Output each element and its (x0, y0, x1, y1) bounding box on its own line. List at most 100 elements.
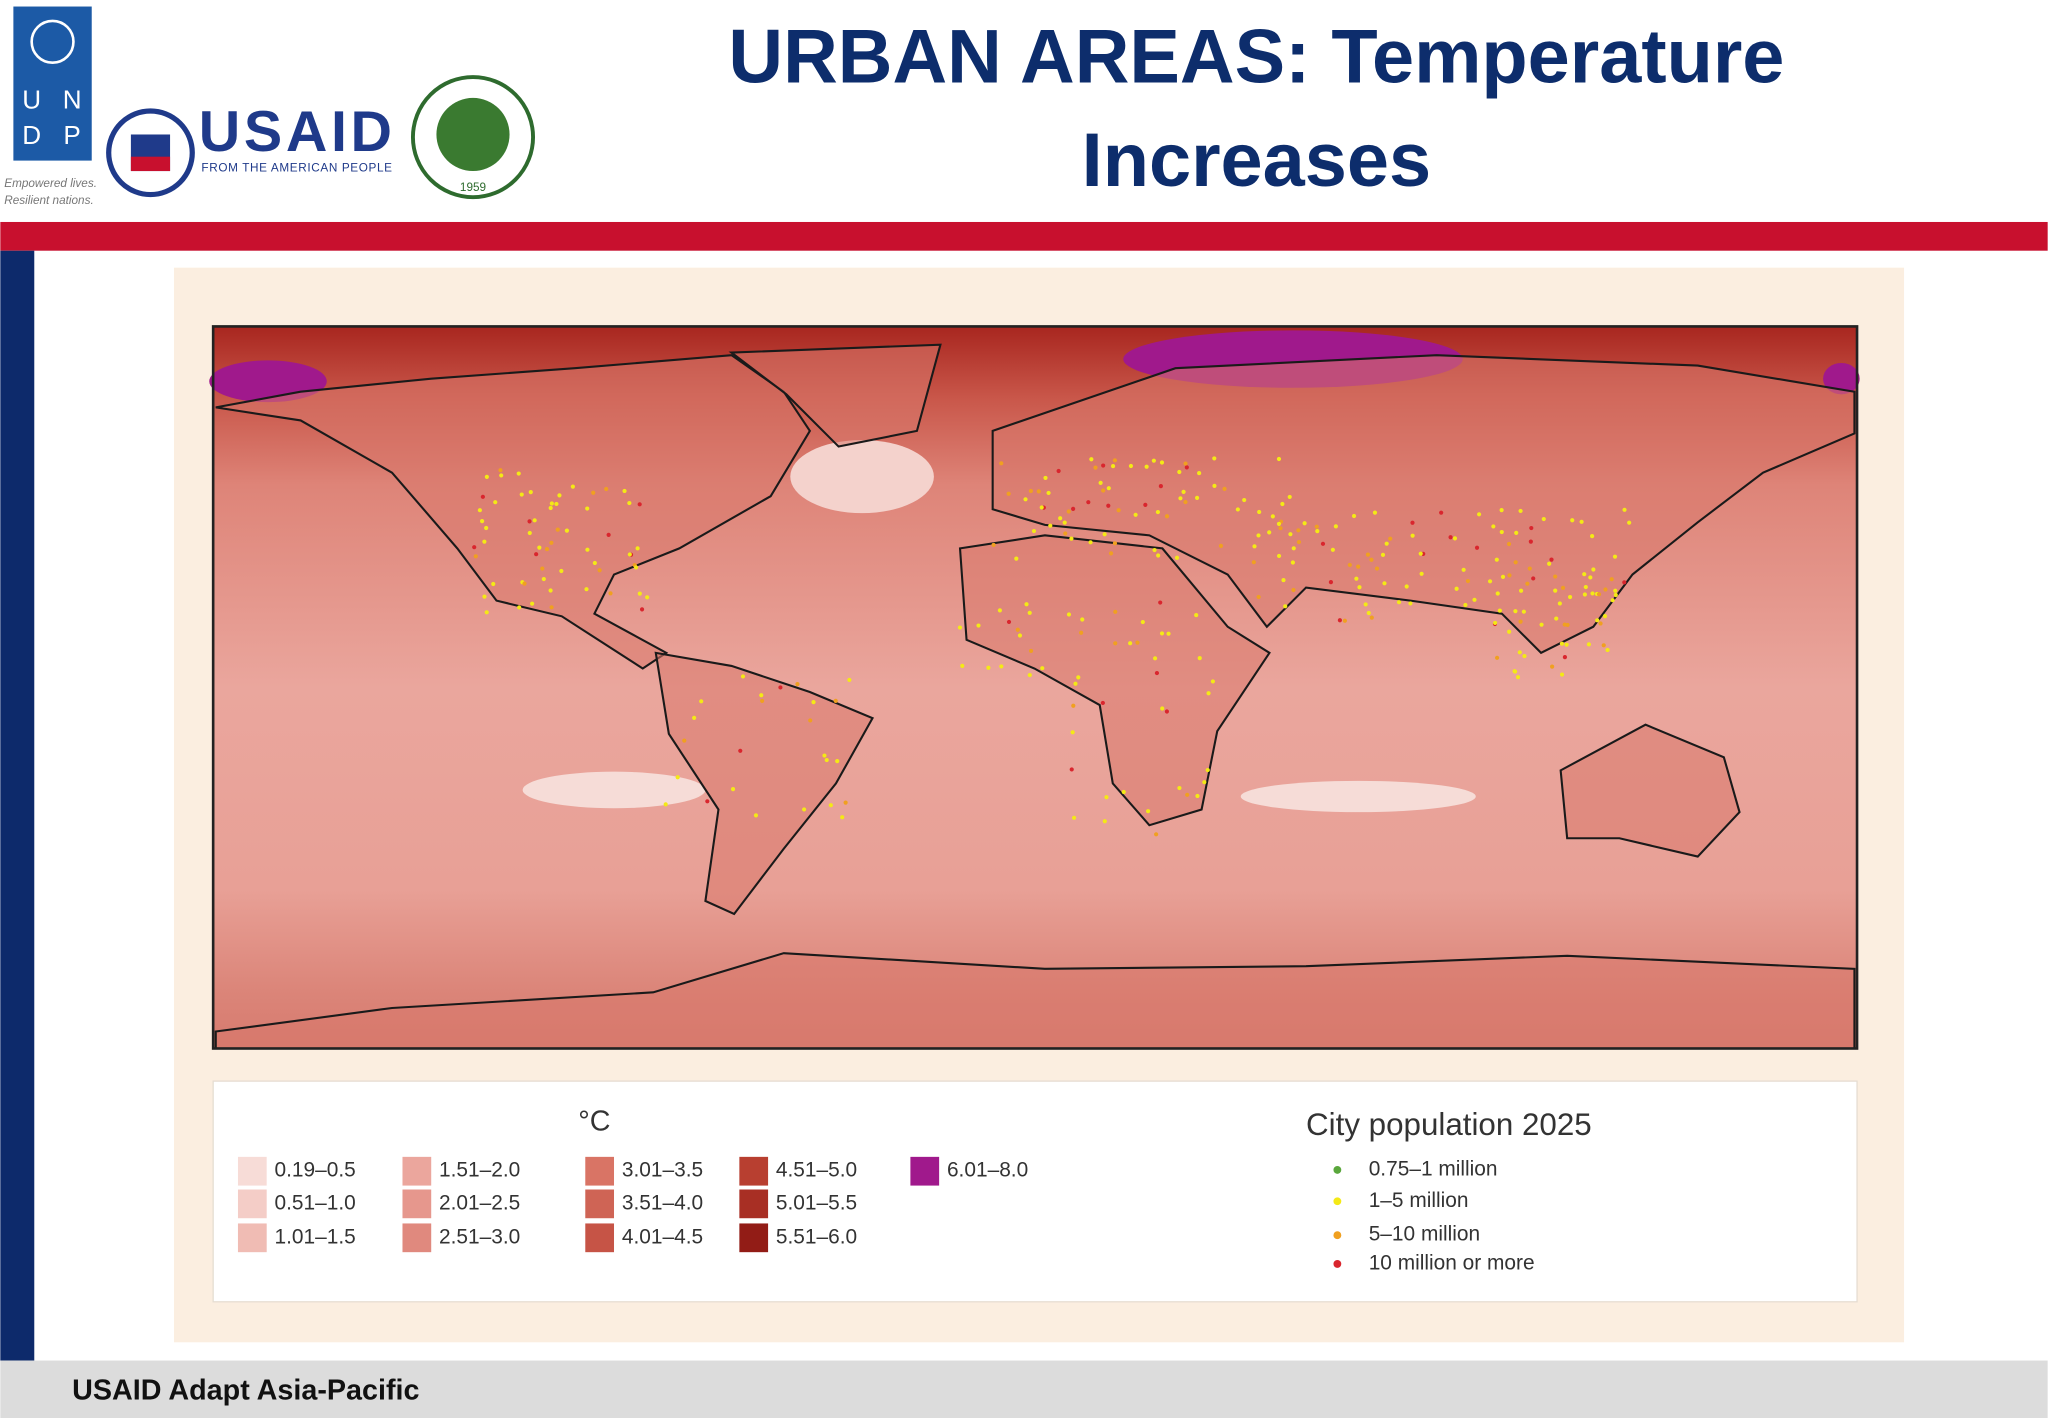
city-dot (1093, 465, 1098, 470)
population-title: City population 2025 (1306, 1107, 1592, 1142)
footer-text: USAID Adapt Asia-Pacific (72, 1374, 419, 1406)
city-dot (1369, 615, 1374, 620)
city-dot (1079, 630, 1084, 635)
city-dot (1270, 514, 1275, 519)
city-dot (1518, 619, 1523, 624)
city-dot (1101, 463, 1106, 468)
city-dot (1419, 571, 1424, 576)
city-dot (532, 518, 537, 523)
legend-dot (1333, 1197, 1342, 1206)
city-dot (555, 527, 560, 532)
city-dot (1622, 580, 1627, 585)
city-dot (1528, 539, 1533, 544)
city-dot (1143, 502, 1148, 507)
city-dot (1315, 529, 1320, 534)
city-dot (1507, 629, 1512, 634)
city-dot (1384, 541, 1389, 546)
city-dot (1043, 475, 1048, 480)
city-dot (554, 501, 559, 507)
city-dot (606, 532, 611, 537)
legend-swatch (585, 1156, 615, 1186)
city-dot (1465, 578, 1471, 584)
city-dot (1463, 602, 1468, 608)
city-dot (802, 807, 807, 812)
undp-letter: N (63, 85, 82, 115)
city-dot (730, 787, 736, 792)
city-dot (1601, 643, 1606, 648)
city-dot (1622, 507, 1627, 512)
city-dot (1513, 609, 1518, 614)
city-dot (1507, 573, 1512, 578)
city-dot (1564, 642, 1569, 647)
land-africa (958, 534, 1271, 827)
city-dot (548, 588, 553, 593)
city-dot (557, 493, 562, 498)
city-dot (1330, 547, 1335, 552)
city-dot (548, 505, 553, 511)
city-dot (1088, 540, 1093, 545)
city-dot (1184, 465, 1189, 470)
city-dot (1337, 618, 1342, 623)
city-dot (833, 698, 838, 703)
city-dot (1605, 647, 1610, 653)
legend-swatch (585, 1189, 615, 1219)
city-dot (1418, 551, 1423, 556)
land-eurasia (991, 354, 1856, 655)
city-dot (1562, 622, 1567, 627)
city-dot (1106, 486, 1111, 491)
city-dot (530, 601, 535, 606)
city-dot (549, 501, 554, 506)
city-dot (516, 471, 521, 476)
city-dot (1396, 600, 1402, 605)
city-dot (1547, 561, 1552, 566)
usaid-tagline: FROM THE AMERICAN PEOPLE (201, 162, 392, 175)
city-dot (1166, 631, 1171, 636)
city-dot (1014, 556, 1019, 561)
city-dot (1454, 586, 1459, 591)
legend-label: 2.51–3.0 (439, 1225, 520, 1248)
city-dot (1154, 832, 1159, 837)
map (209, 325, 1860, 1050)
legend-swatch (402, 1156, 432, 1186)
city-dot (570, 484, 575, 489)
city-dot (759, 693, 764, 698)
city-dot (493, 500, 498, 505)
map-frame (211, 325, 1859, 1050)
city-dot (840, 815, 845, 820)
city-dot (1121, 789, 1126, 795)
city-dot (1194, 495, 1200, 500)
city-dot (1296, 539, 1302, 545)
cool-zone (1240, 780, 1476, 813)
legend-label: 6.01–8.0 (947, 1159, 1028, 1182)
city-dot (1212, 483, 1217, 488)
city-dot (692, 715, 697, 720)
city-dot (1627, 520, 1632, 525)
city-dot (1410, 533, 1415, 538)
city-dot (1522, 654, 1527, 659)
city-dot (1028, 488, 1033, 494)
city-dot (1513, 669, 1518, 674)
city-dot (986, 665, 991, 670)
legend-classes: 0.19–0.5 0.51–1.0 1.01–1.5 1.51–2.0 2.01–2.5… (237, 1156, 1028, 1253)
city-dot (1128, 463, 1134, 469)
city-dot (1590, 534, 1595, 539)
city-dot (1562, 655, 1568, 660)
city-dot (1086, 500, 1091, 505)
city-dot (1347, 562, 1352, 568)
legend-label: 2.01–2.5 (439, 1191, 520, 1214)
city-dot (482, 539, 487, 544)
city-dot (541, 576, 546, 582)
city-dot (540, 566, 545, 571)
legend-swatch (739, 1156, 769, 1186)
city-dot (1113, 609, 1118, 614)
city-dot (608, 591, 613, 596)
city-dot (1342, 618, 1347, 623)
city-dot (753, 813, 759, 818)
city-dot (473, 554, 478, 559)
city-dot (1070, 730, 1075, 735)
city-dot (1550, 664, 1555, 669)
city-dot (1102, 819, 1107, 824)
city-dot (549, 540, 554, 545)
land-north-america (215, 354, 812, 670)
city-dot (738, 748, 743, 753)
